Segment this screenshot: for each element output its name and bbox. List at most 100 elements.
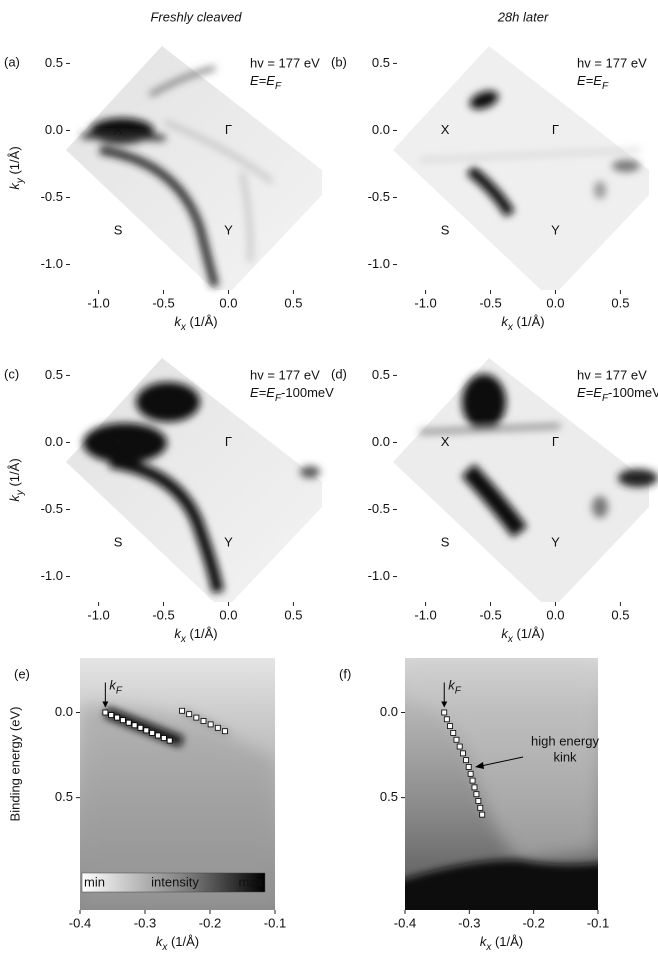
x-axis-label-part: (1/Å)	[513, 626, 545, 641]
energy-label: E=EF-100meV	[250, 385, 334, 403]
x-tick-label: -0.1	[264, 915, 286, 930]
x-tick-label: -0.4	[69, 915, 91, 930]
x-tick-label: -0.5	[479, 607, 501, 622]
y-tick-label: -0.5	[41, 189, 63, 204]
y-axis-label-part: (1/Å)	[7, 146, 22, 178]
panel-label: (a)	[4, 54, 20, 69]
symmetry-point: Y	[224, 534, 233, 549]
colorbar-label: min	[84, 874, 105, 889]
data-point	[447, 723, 453, 730]
x-axis-label-part: (1/Å)	[167, 934, 199, 949]
symmetry-point: X	[441, 434, 450, 449]
y-tick-label: 0.5	[380, 789, 398, 804]
data-point	[456, 743, 463, 750]
y-tick-label: 0.5	[55, 789, 73, 804]
data-point	[155, 732, 161, 739]
data-point	[108, 712, 115, 718]
data-point	[193, 714, 200, 721]
x-axis-label-part: x	[161, 942, 168, 953]
x-tick-label: 0.0	[546, 607, 564, 622]
panel-label: (c)	[4, 366, 19, 381]
data-point	[459, 750, 466, 757]
x-axis-label: kx (1/Å)	[501, 626, 544, 644]
kf-arrowhead	[441, 701, 448, 708]
kf-label: kF	[109, 678, 123, 696]
x-tick-label: 0.5	[611, 607, 629, 622]
panel-label: (b)	[331, 54, 347, 69]
data-point	[114, 714, 120, 721]
y-tick-label: -1.0	[41, 568, 63, 583]
y-axis-label: ky (1/Å)	[7, 146, 25, 189]
y-axis-label: Binding energy (eV)	[7, 707, 22, 822]
data-point	[463, 757, 470, 764]
y-tick-label: -0.5	[368, 501, 390, 516]
photon-energy: hv = 177 eV	[577, 55, 647, 70]
x-tick-label: -0.3	[134, 915, 156, 930]
intensity-maps	[66, 46, 658, 910]
column-title: Freshly cleaved	[150, 9, 242, 24]
energy-label: E=EF	[577, 73, 609, 91]
photon-energy: hv = 177 eV	[250, 367, 320, 382]
x-axis-label-part: k	[174, 314, 182, 329]
y-axis-label: ky (1/Å)	[7, 458, 25, 501]
x-tick-label: 0.0	[219, 607, 237, 622]
energy-label-part: -100meV	[281, 385, 334, 400]
energy-label-part: -100meV	[608, 385, 658, 400]
data-point	[469, 777, 476, 784]
data-point	[475, 798, 482, 804]
y-tick-label: -1.0	[41, 256, 63, 271]
y-axis-label-part: (1/Å)	[7, 458, 22, 490]
energy-label-part: F	[275, 81, 282, 92]
panel-label: (e)	[14, 666, 30, 681]
x-axis-label-part: k	[174, 626, 182, 641]
x-tick-label: 0.5	[284, 295, 302, 310]
data-point	[186, 711, 193, 718]
x-tick-label: -1.0	[414, 607, 436, 622]
energy-label-part: E=E	[577, 385, 602, 400]
symmetry-point: S	[441, 222, 450, 237]
x-axis-label-part: k	[501, 314, 509, 329]
symmetry-point: S	[114, 534, 123, 549]
x-tick-label: -1.0	[87, 295, 109, 310]
symmetry-point: Γ	[225, 122, 232, 137]
x-axis-label-part: x	[507, 322, 514, 333]
data-point	[465, 764, 472, 770]
x-tick-label: -1.0	[87, 607, 109, 622]
y-axis-label-part: y	[15, 177, 26, 184]
x-tick-label: -0.1	[587, 915, 609, 930]
x-tick-label: 0.0	[219, 295, 237, 310]
symmetry-point: Γ	[225, 434, 232, 449]
y-tick-label: -1.0	[368, 256, 390, 271]
x-axis-label-part: x	[180, 634, 187, 645]
y-tick-label: 0.5	[45, 55, 63, 70]
y-axis-label-part: k	[7, 494, 22, 502]
photon-energy: hv = 177 eV	[250, 55, 320, 70]
symmetry-point: X	[114, 122, 123, 137]
x-axis-label: kx (1/Å)	[174, 626, 217, 644]
y-tick-label: 0.0	[55, 704, 73, 719]
kink-arrow	[480, 756, 524, 767]
x-tick-label: 0.0	[546, 295, 564, 310]
x-tick-label: -0.5	[152, 607, 174, 622]
panel-label: (d)	[331, 366, 347, 381]
data-point	[479, 811, 486, 818]
data-point	[471, 784, 478, 791]
kf-arrowhead	[102, 701, 109, 708]
data-point	[200, 718, 207, 724]
energy-label-part: F	[275, 393, 282, 404]
symmetry-point: S	[441, 534, 450, 549]
energy-label: E=EF-100meV	[577, 385, 658, 403]
x-tick-label: -0.5	[479, 295, 501, 310]
data-point	[137, 724, 144, 731]
x-axis-label-part: x	[180, 322, 187, 333]
x-axis-label: kx (1/Å)	[501, 314, 544, 332]
x-axis-label-part: (1/Å)	[186, 626, 218, 641]
x-axis-label-part: (1/Å)	[186, 314, 218, 329]
colorbar-label: intensity	[151, 874, 199, 889]
data-point	[450, 730, 457, 736]
x-axis-label: kx (1/Å)	[156, 934, 199, 952]
data-point	[125, 719, 132, 726]
y-tick-label: -0.5	[41, 501, 63, 516]
x-tick-label: 0.5	[611, 295, 629, 310]
